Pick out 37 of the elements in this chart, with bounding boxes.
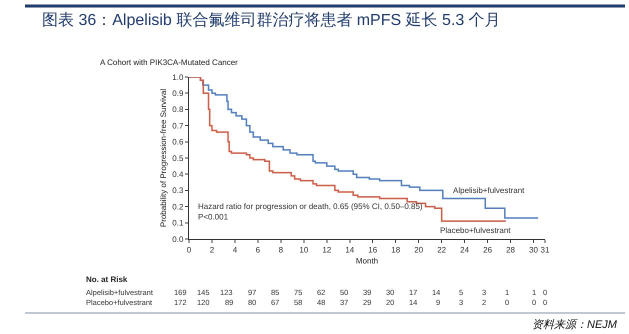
x-tick-label: 28: [506, 246, 516, 255]
y-tick-label: 0.3: [172, 186, 184, 196]
x-axis-title: Month: [356, 256, 378, 266]
y-tick-label: 0.0: [172, 234, 184, 244]
x-tick-label: 6: [256, 246, 261, 255]
y-tick-label: 0.1: [172, 218, 184, 228]
x-tick-label: 20: [414, 246, 424, 255]
chart-title: 图表 36：Alpelisib 联合氟维司群治疗将患者 mPFS 延长 5.3 个月: [42, 11, 501, 29]
series-label: Placebo+fulvestrant: [440, 226, 512, 235]
y-tick-label: 0.2: [172, 202, 184, 212]
x-tick-label: 10: [299, 246, 309, 255]
y-tick-label: 0.5: [172, 154, 184, 163]
y-tick-label: 0.4: [172, 170, 184, 179]
series-label: Alpelisib+fulvestrant: [453, 186, 526, 195]
x-tick-label: 30: [529, 246, 539, 255]
y-tick-label: 0.6: [172, 138, 184, 147]
x-tick-label: 4: [232, 246, 238, 255]
x-tick-label: 14: [345, 246, 355, 255]
x-tick-label: 2: [210, 246, 215, 255]
text: 资料来源：NEJM: [532, 318, 618, 331]
y-tick-label: 0.7: [172, 121, 184, 130]
y-tick-label: 0.9: [172, 89, 184, 98]
annotation: Hazard ratio for progression or death, 0.65 (95% CI, 0.50–0.85) P<0.001: [198, 202, 423, 222]
y-tick-label: 1.0: [172, 72, 184, 82]
x-tick-label: 24: [460, 246, 470, 255]
y-axis-title: Probability of Progression-free Survival: [158, 88, 168, 228]
x-tick-label: 8: [278, 246, 284, 255]
x-tick-label: 0: [186, 246, 192, 255]
x-tick-label: 31: [540, 246, 550, 255]
x-tick-label: 22: [437, 246, 447, 255]
x-tick-label: 26: [483, 246, 493, 255]
chart-subtitle: A Cohort with PIK3CA-Mutated Cancer: [100, 58, 238, 67]
y-tick-label: 0.8: [172, 105, 184, 114]
x-tick-label: 12: [322, 246, 332, 255]
x-tick-label: 18: [391, 246, 401, 255]
text: No. at Risk: [86, 275, 128, 284]
x-tick-label: 16: [368, 246, 378, 255]
